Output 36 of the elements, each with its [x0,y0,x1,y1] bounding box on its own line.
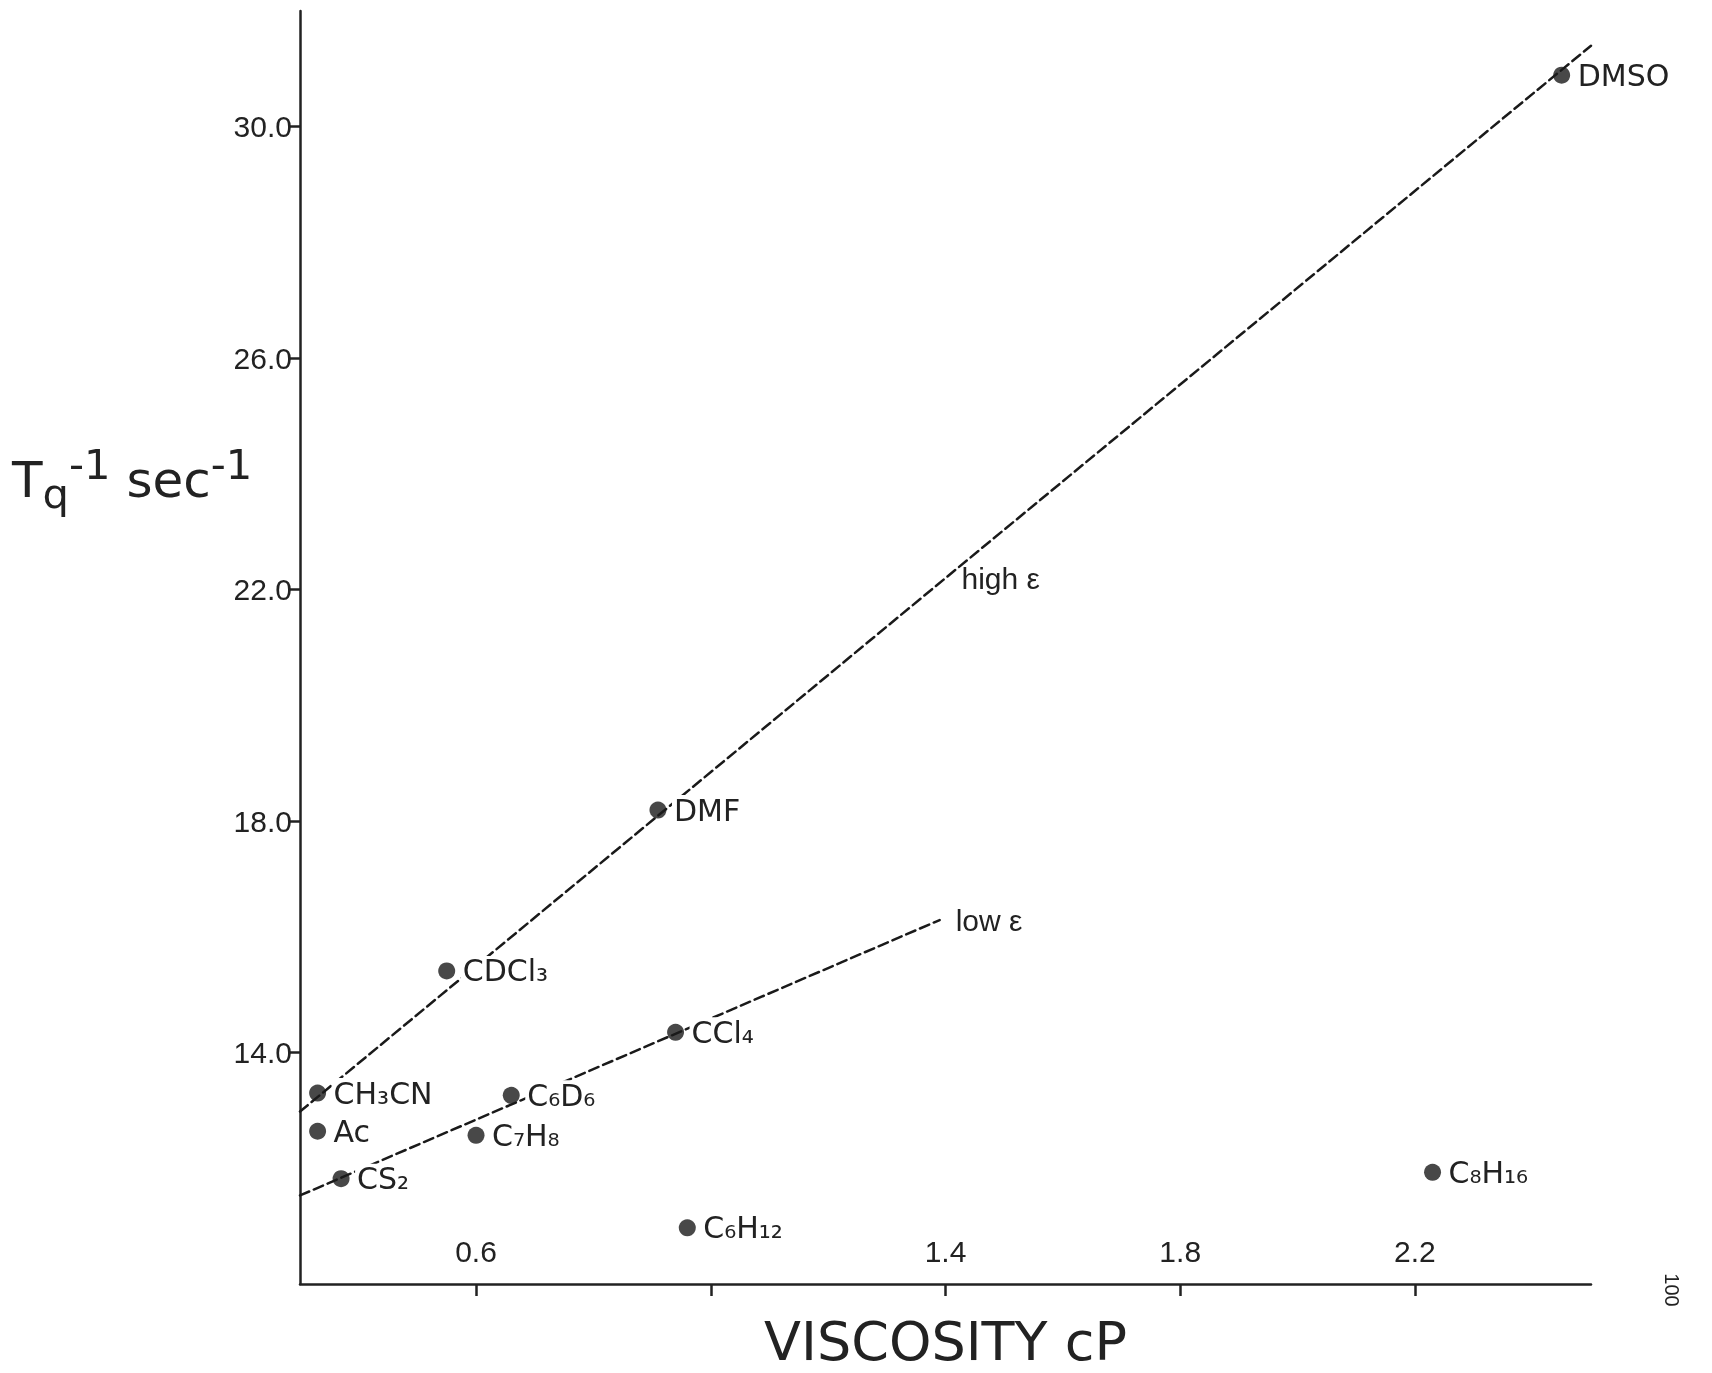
series-label: high ε [961,561,1040,595]
x-axis-title: VISCOSITY cP [764,1309,1127,1373]
point [467,1126,485,1144]
annotation: Ac [333,1113,371,1149]
annotation: CS₂ [357,1161,410,1197]
annotation: DMSO [1577,57,1670,93]
y-tick-label: 14.0 [233,1036,292,1070]
annotation: CDCl₃ [462,953,549,989]
point [678,1219,696,1237]
annotation: C₇H₈ [492,1117,560,1153]
point [502,1086,520,1104]
y-tick-label: 30.0 [233,110,292,144]
point [1553,66,1571,84]
series-label: low ε [955,903,1023,937]
point [1424,1163,1442,1181]
y-tick-label: 18.0 [233,804,292,838]
point [332,1170,350,1188]
point [649,801,667,819]
x-tick-label: 0.6 [455,1234,497,1268]
x-tick-label: 1.4 [924,1234,967,1268]
annotation: CH₃CN [333,1075,433,1111]
annotation: DMF [673,792,741,828]
x-tick-label: 2.2 [1394,1234,1436,1268]
annotation: C₆D₆ [527,1077,596,1113]
annotation: CCl₄ [691,1014,754,1050]
text: 100 [1661,1273,1683,1307]
y-tick-label: 26.0 [233,341,292,375]
point [309,1122,327,1140]
point [309,1084,327,1102]
y-axis-title: T$_{q}$$^{-1}$ sec$^{-1}$ [12,440,253,518]
point [438,962,456,980]
y-tick-label: 22.0 [233,573,292,607]
x-tick-label: 1.8 [1159,1234,1202,1268]
annotation: C₈H₁₆ [1448,1154,1529,1190]
point [667,1023,685,1041]
annotation: C₆H₁₂ [703,1210,783,1246]
